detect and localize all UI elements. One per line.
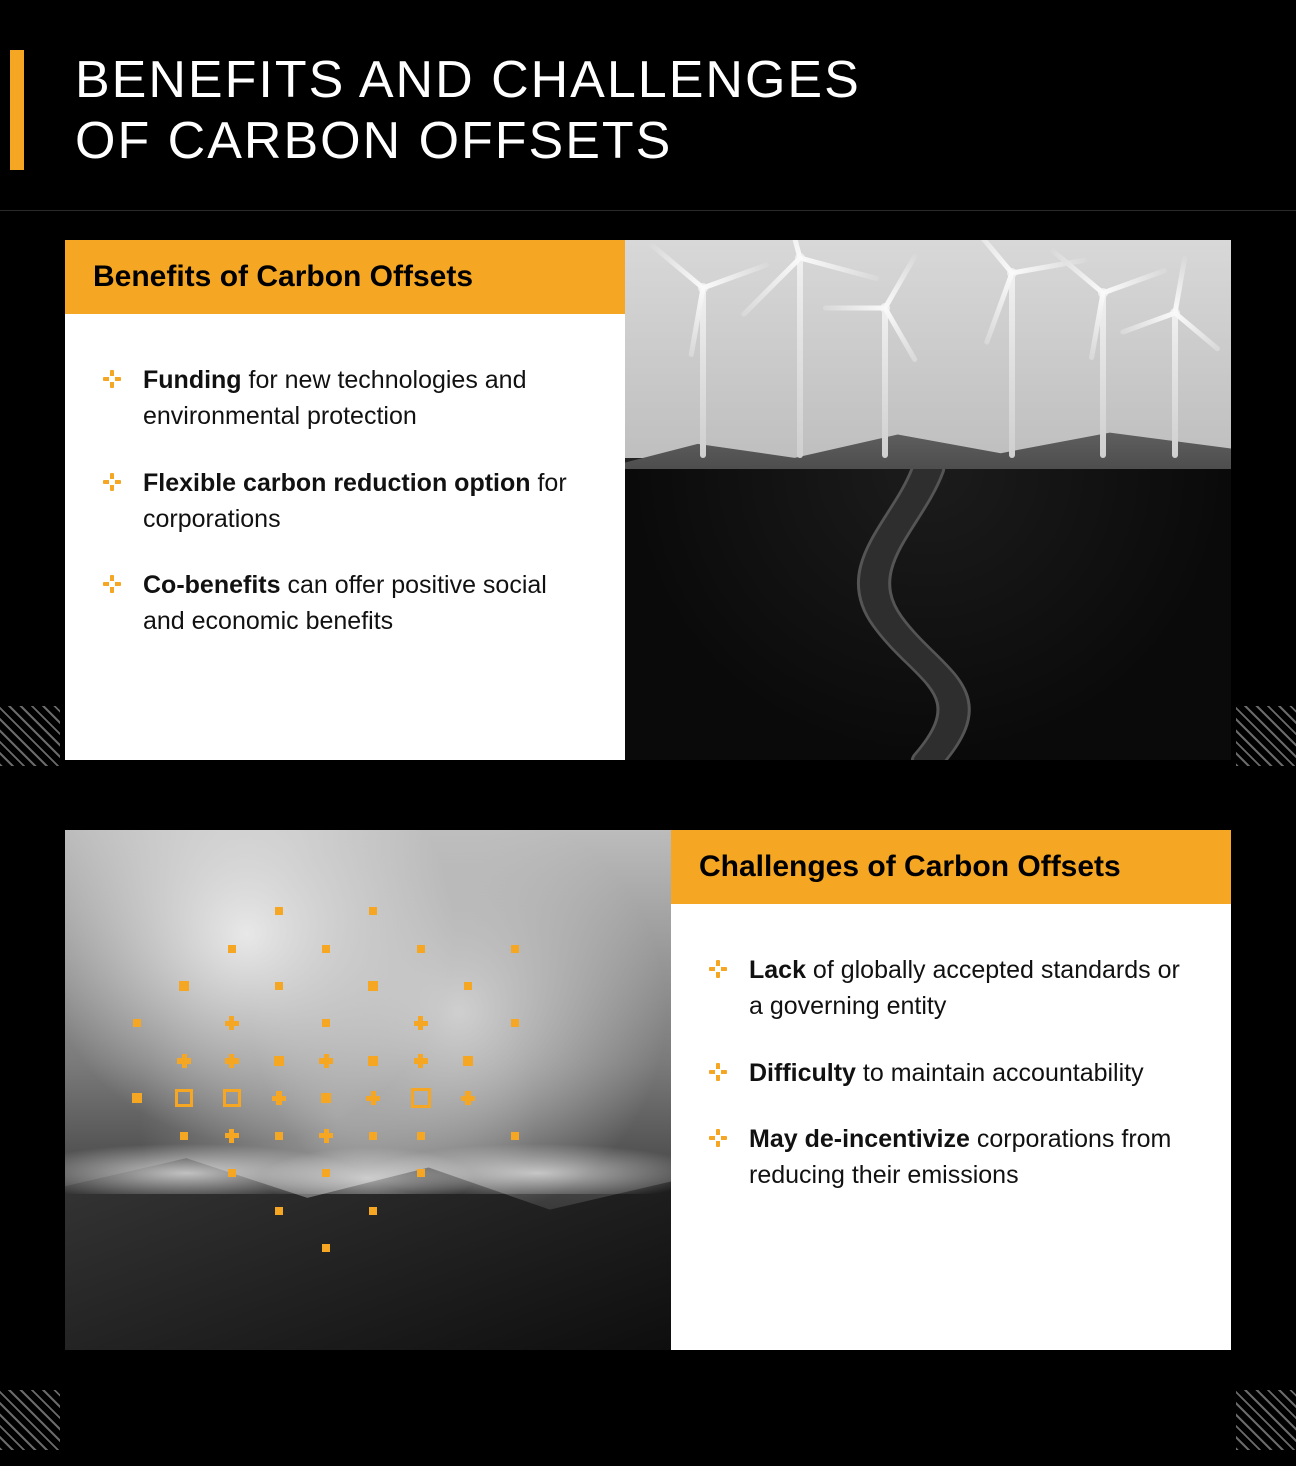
pixel-icon — [322, 1244, 330, 1252]
pixel-icon — [132, 1093, 142, 1103]
benefits-list: Funding for new technologies and environ… — [101, 362, 589, 640]
pixel-icon — [322, 1019, 330, 1027]
pixel-icon — [369, 1132, 377, 1140]
pixel-icon — [322, 1169, 330, 1177]
pixel-icon — [133, 1019, 141, 1027]
list-item: Co-benefits can offer positive social an… — [101, 567, 589, 640]
pixel-icon — [369, 907, 377, 915]
bullet-plus-icon — [707, 958, 729, 980]
challenges-image — [65, 830, 671, 1350]
divider-line — [0, 210, 1296, 211]
wind-turbine-icon — [698, 288, 708, 458]
pixel-icon — [275, 907, 283, 915]
hatch-decoration — [1236, 1390, 1296, 1450]
pixel-icon — [175, 1089, 193, 1107]
pixel-icon — [464, 982, 472, 990]
hatch-decoration — [1236, 706, 1296, 766]
benefits-text-panel: Benefits of Carbon Offsets Funding for n… — [65, 240, 625, 760]
pixel-icon — [322, 945, 330, 953]
pixel-icon — [276, 1091, 281, 1105]
pixel-icon — [275, 1207, 283, 1215]
list-item-text: of globally accepted standards or a gove… — [749, 956, 1180, 1020]
challenges-section: Challenges of Carbon Offsets Lack of glo… — [65, 830, 1231, 1350]
pixel-icon — [229, 1016, 234, 1030]
bullet-plus-icon — [707, 1127, 729, 1149]
pixel-icon — [411, 1088, 431, 1108]
challenges-list: Lack of globally accepted standards or a… — [707, 952, 1195, 1193]
pixel-icon — [321, 1093, 331, 1103]
pixel-icon — [417, 1169, 425, 1177]
hatch-decoration — [0, 706, 60, 766]
benefits-body: Funding for new technologies and environ… — [65, 314, 625, 760]
bullet-plus-icon — [101, 471, 123, 493]
benefits-header: Benefits of Carbon Offsets — [65, 240, 625, 314]
pixel-icon — [511, 1019, 519, 1027]
road — [625, 469, 1231, 760]
list-item-bold: Difficulty — [749, 1059, 856, 1087]
list-item-bold: Flexible carbon reduction option — [143, 469, 531, 497]
bullet-plus-icon — [101, 368, 123, 390]
bullet-plus-icon — [101, 573, 123, 595]
pixel-icon — [465, 1091, 470, 1105]
list-item: Funding for new technologies and environ… — [101, 362, 589, 435]
list-item: Lack of globally accepted standards or a… — [707, 952, 1195, 1025]
pixel-icon — [368, 1056, 378, 1066]
pixel-icon — [179, 981, 189, 991]
pixel-icon — [182, 1054, 187, 1068]
wind-turbine-icon — [795, 258, 805, 458]
wind-turbine-icon — [880, 308, 890, 458]
pixel-icon — [324, 1129, 329, 1143]
pixel-overlay — [113, 892, 586, 1266]
pixel-icon — [371, 1091, 376, 1105]
pixel-icon — [324, 1054, 329, 1068]
pixel-icon — [417, 1132, 425, 1140]
wind-turbine-icon — [1007, 273, 1017, 458]
bullet-plus-icon — [707, 1061, 729, 1083]
pixel-icon — [463, 1056, 473, 1066]
list-item-bold: Funding — [143, 366, 242, 394]
pixel-icon — [229, 1054, 234, 1068]
page-title: BENEFITS AND CHALLENGES OF CARBON OFFSET… — [0, 0, 1296, 173]
list-item: Flexible carbon reduction option for cor… — [101, 465, 589, 538]
challenges-body: Lack of globally accepted standards or a… — [671, 904, 1231, 1350]
wind-turbine-icon — [1098, 293, 1108, 458]
challenges-header: Challenges of Carbon Offsets — [671, 830, 1231, 904]
pixel-icon — [274, 1056, 284, 1066]
pixel-icon — [229, 1129, 234, 1143]
pixel-icon — [180, 1132, 188, 1140]
pixel-icon — [368, 981, 378, 991]
list-item-bold: Co-benefits — [143, 571, 281, 599]
list-item: Difficulty to maintain accountability — [707, 1055, 1195, 1091]
pixel-icon — [275, 982, 283, 990]
pixel-icon — [369, 1207, 377, 1215]
challenges-text-panel: Challenges of Carbon Offsets Lack of glo… — [671, 830, 1231, 1350]
list-item-bold: Lack — [749, 956, 806, 984]
hatch-decoration — [0, 1390, 60, 1450]
pixel-icon — [228, 1169, 236, 1177]
pixel-icon — [275, 1132, 283, 1140]
pixel-icon — [228, 945, 236, 953]
benefits-image — [625, 240, 1231, 760]
list-item-bold: May de-incentivize — [749, 1125, 970, 1153]
list-item-text: to maintain accountability — [856, 1059, 1144, 1087]
pixel-icon — [223, 1089, 241, 1107]
sky — [625, 240, 1231, 458]
pixel-icon — [418, 1016, 423, 1030]
pixel-icon — [511, 945, 519, 953]
list-item: May de-incentivize corporations from red… — [707, 1121, 1195, 1194]
wind-turbine-icon — [1170, 313, 1180, 458]
benefits-section: Benefits of Carbon Offsets Funding for n… — [65, 240, 1231, 760]
pixel-icon — [511, 1132, 519, 1140]
pixel-icon — [418, 1054, 423, 1068]
pixel-icon — [417, 945, 425, 953]
